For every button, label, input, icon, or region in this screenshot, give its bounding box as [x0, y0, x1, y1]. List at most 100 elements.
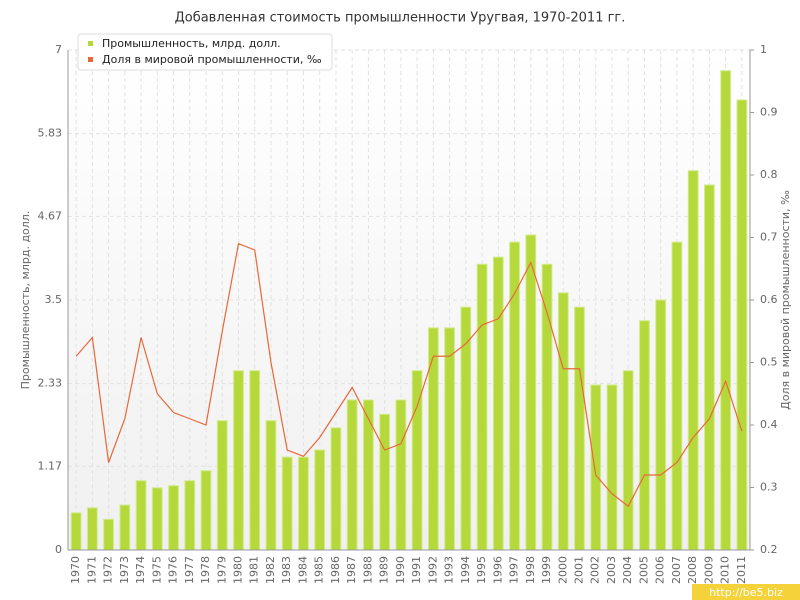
y-tick-label: 5.83 — [38, 127, 63, 140]
y2-tick-label: 0.7 — [760, 231, 778, 244]
bar — [184, 480, 196, 551]
chart-title: Добавленная стоимость промышленности Уру… — [175, 11, 626, 26]
bar — [281, 456, 293, 551]
x-tick-label: 1971 — [85, 556, 98, 584]
bar — [492, 256, 504, 551]
x-tick-label: 1976 — [167, 556, 180, 584]
bar — [704, 184, 715, 551]
watermark-bg — [692, 584, 800, 600]
x-tick-label: 1994 — [459, 556, 472, 584]
bar — [557, 292, 569, 551]
x-tick-label: 1996 — [491, 556, 504, 584]
bar — [606, 384, 618, 551]
y2-axis-label: Доля в мировой промышленности, ‰ — [779, 190, 792, 410]
watermark: http://be5.biz — [709, 586, 783, 599]
x-tick-label: 2009 — [702, 556, 715, 584]
legend-box — [77, 33, 333, 71]
x-tick-label: 1999 — [540, 556, 553, 584]
x-tick-label: 1984 — [296, 556, 309, 584]
bar — [249, 370, 261, 551]
y2-tick-label: 0.5 — [760, 356, 778, 369]
x-tick-label: 1980 — [232, 556, 245, 584]
x-tick-label: 1989 — [378, 556, 391, 584]
bar — [151, 487, 163, 551]
bar — [330, 427, 342, 551]
y2-tick-label: 1 — [760, 43, 767, 56]
legend-label: Промышленность, млрд. долл. — [102, 37, 281, 50]
bar — [135, 480, 147, 551]
bar — [720, 70, 732, 551]
bar — [86, 507, 98, 551]
bar — [233, 370, 244, 551]
y2-tick-label: 0.8 — [760, 168, 778, 181]
x-tick-label: 2001 — [573, 556, 586, 584]
y-tick-label: 7 — [55, 43, 62, 56]
bar — [298, 456, 309, 551]
y2-tick-label: 0.6 — [760, 293, 778, 306]
x-tick-label: 1985 — [313, 556, 326, 584]
x-tick-label: 2007 — [670, 556, 683, 584]
x-tick-label: 1992 — [426, 556, 439, 584]
bar — [103, 518, 114, 551]
legend-label: Доля в мировой промышленности, ‰ — [102, 53, 322, 66]
y-tick-label: 3.5 — [45, 293, 63, 306]
bar — [314, 449, 326, 551]
bar — [639, 320, 650, 551]
line — [75, 242, 743, 508]
y2-tick-label: 0.9 — [760, 106, 778, 119]
legend: Промышленность, млрд. долл. Доля в мирово… — [88, 37, 322, 66]
marks — [70, 70, 748, 551]
y-tick-label: 0 — [55, 543, 62, 556]
x-tick-label: 1988 — [361, 556, 374, 584]
y-tick-label: 2.33 — [38, 377, 63, 390]
x-tick-label: 1987 — [345, 556, 358, 584]
x-tick-label: 1983 — [280, 556, 293, 584]
x-tick-label: 1972 — [102, 556, 115, 584]
x-tick-label: 1981 — [248, 556, 261, 584]
y-tick-label: 4.67 — [38, 209, 63, 222]
x-tick-label: 2004 — [621, 556, 634, 584]
bar — [379, 413, 391, 551]
bar — [622, 370, 634, 551]
legend-swatch — [88, 41, 93, 46]
bar — [541, 263, 553, 551]
x-tick-label: 1978 — [199, 556, 212, 584]
x-tick-label: 1975 — [150, 556, 163, 584]
x-tick-label: 2005 — [637, 556, 650, 584]
x-tick-label: 1995 — [475, 556, 488, 584]
y-tick-label: 1.17 — [38, 459, 63, 472]
x-tick-label: 1998 — [524, 556, 537, 584]
bar — [265, 420, 277, 551]
x-tick-label: 1970 — [69, 556, 82, 584]
x-tick-label: 1990 — [394, 556, 407, 584]
bar — [655, 299, 667, 551]
bar — [168, 485, 179, 551]
x-tick-label: 2010 — [719, 556, 732, 584]
x-tick-label: 1973 — [118, 556, 131, 584]
x-tick-label: 2008 — [686, 556, 699, 584]
x-tick-label: 1986 — [329, 556, 342, 584]
x-tick-label: 2011 — [735, 556, 748, 584]
bar — [476, 263, 488, 551]
x-tick-label: 1997 — [508, 556, 521, 584]
y2-tick-label: 0.2 — [760, 543, 778, 556]
x-tick-label: 2006 — [654, 556, 667, 584]
y2-tick-label: 0.4 — [760, 418, 778, 431]
bar — [736, 99, 748, 551]
bar — [574, 306, 585, 551]
bar — [525, 234, 537, 551]
bar — [444, 327, 455, 551]
x-tick-label: 1982 — [264, 556, 277, 584]
bar — [687, 170, 699, 551]
x-tick-label: 1979 — [215, 556, 228, 584]
x-tick-label: 1993 — [443, 556, 456, 584]
bar — [671, 241, 683, 551]
bar — [590, 384, 602, 551]
x-tick-label: 2000 — [556, 556, 569, 584]
x-tick-label: 2002 — [589, 556, 602, 584]
x-tick-label: 1991 — [410, 556, 423, 584]
x-tick-label: 2003 — [605, 556, 618, 584]
y2-tick-label: 0.3 — [760, 481, 778, 494]
bar — [427, 327, 439, 551]
